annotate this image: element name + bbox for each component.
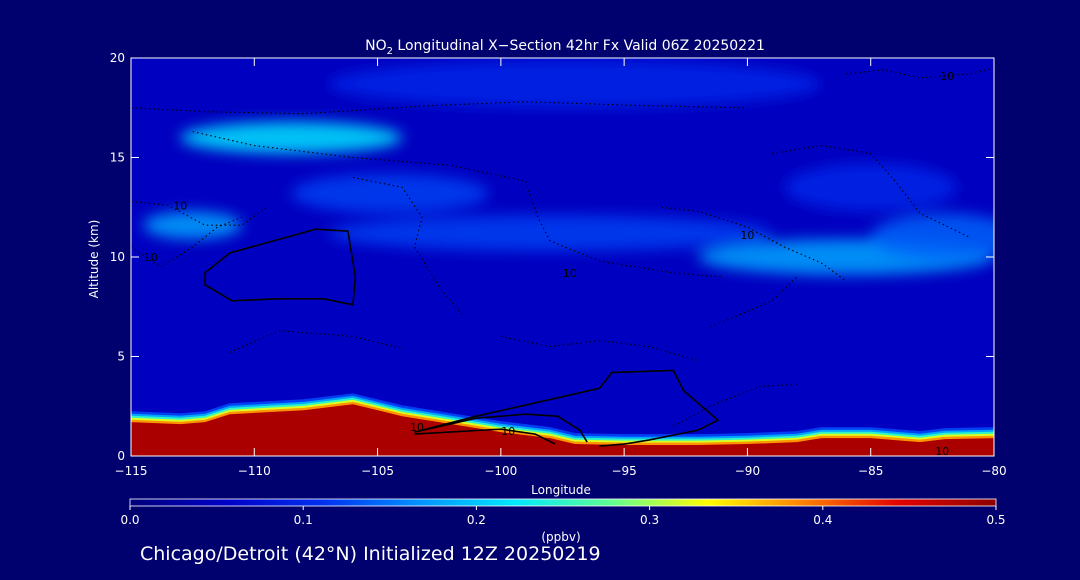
dotted-contour-9 <box>500 336 699 362</box>
x-tick-label: −90 <box>735 464 760 478</box>
solid-contour-0 <box>204 228 357 306</box>
contour-label-0: 10 <box>173 199 187 212</box>
colorbar-tick-label: 0.5 <box>986 513 1005 527</box>
dotted-contour-4 <box>352 176 465 318</box>
title-subscript: 2 <box>387 46 393 57</box>
x-tick-label: −100 <box>484 464 517 478</box>
dotted-contour-0 <box>131 216 243 268</box>
colorbar-units: (ppbv) <box>541 530 580 544</box>
dotted-contour-6 <box>771 145 970 238</box>
colorbar: 0.0 0.1 0.2 0.3 0.4 0.5 <box>120 498 1006 527</box>
solid-contour-1 <box>414 369 720 447</box>
y-tick-label: 15 <box>110 151 125 165</box>
x-tick-label: −85 <box>858 464 883 478</box>
y-tick-label: 0 <box>117 449 125 463</box>
y-axis-label: Altitude (km) <box>87 220 101 299</box>
contour-label-3: 10 <box>563 267 577 280</box>
x-tick-label: −95 <box>611 464 636 478</box>
solid-contour-3 <box>414 428 556 445</box>
axes: −115 −110 −105 −100 −95 −90 −85 −80 0 5 10 15 20 <box>110 51 1007 478</box>
y-tick-label: 10 <box>110 250 125 264</box>
dotted-contour-1 <box>131 200 267 226</box>
concentration-feature-5 <box>870 213 994 261</box>
dotted-contour-5 <box>661 206 847 282</box>
title-prefix: NO <box>365 38 387 54</box>
x-tick-label: −80 <box>981 464 1006 478</box>
title-rest: Longitudinal X−Section 42hr Fx Valid 06Z… <box>393 38 765 54</box>
concentration-feature-1 <box>143 211 242 240</box>
contour-label-6: 10 <box>501 425 515 438</box>
colorbar-gradient <box>129 498 997 507</box>
dotted-contour-10 <box>229 330 403 354</box>
colorbar-tick-label: 0.2 <box>467 513 486 527</box>
contour-label-5: 10 <box>410 421 424 434</box>
y-tick-label: 20 <box>110 51 125 65</box>
x-tick-label: −115 <box>115 464 148 478</box>
dotted-contour-3 <box>192 131 723 278</box>
plot-area: 10 10 10 10 10 10 10 10 <box>131 58 994 458</box>
x-tick-label: −110 <box>238 464 271 478</box>
surface-layer <box>131 404 994 456</box>
footer-caption: Chicago/Detroit (42°N) Initialized 12Z 2… <box>140 543 601 565</box>
contour-label-1: 10 <box>144 251 158 264</box>
contour-label-2: 10 <box>740 229 754 242</box>
dotted-contour-2 <box>131 101 748 115</box>
concentration-feature-0 <box>180 121 403 154</box>
colorbar-tick-label: 0.0 <box>120 513 139 527</box>
x-tick-label: −105 <box>361 464 394 478</box>
contour-label-4: 10 <box>940 70 954 83</box>
chart-title: NO2 Longitudinal X−Section 42hr Fx Valid… <box>365 38 765 57</box>
y-tick-label: 5 <box>117 350 125 364</box>
concentration-feature-2 <box>291 173 489 214</box>
x-axis-label: Longitude <box>531 483 591 497</box>
dotted-contour-11 <box>673 383 797 427</box>
contour-label-7: 10 <box>935 445 949 458</box>
concentration-feature-7 <box>784 163 958 212</box>
colorbar-tick-label: 0.4 <box>813 513 832 527</box>
colorbar-tick-label: 0.3 <box>640 513 659 527</box>
colorbar-tick-label: 0.1 <box>294 513 313 527</box>
concentration-feature-3 <box>328 215 773 252</box>
solid-contour-2 <box>414 413 588 443</box>
concentration-feature-6 <box>328 59 822 108</box>
